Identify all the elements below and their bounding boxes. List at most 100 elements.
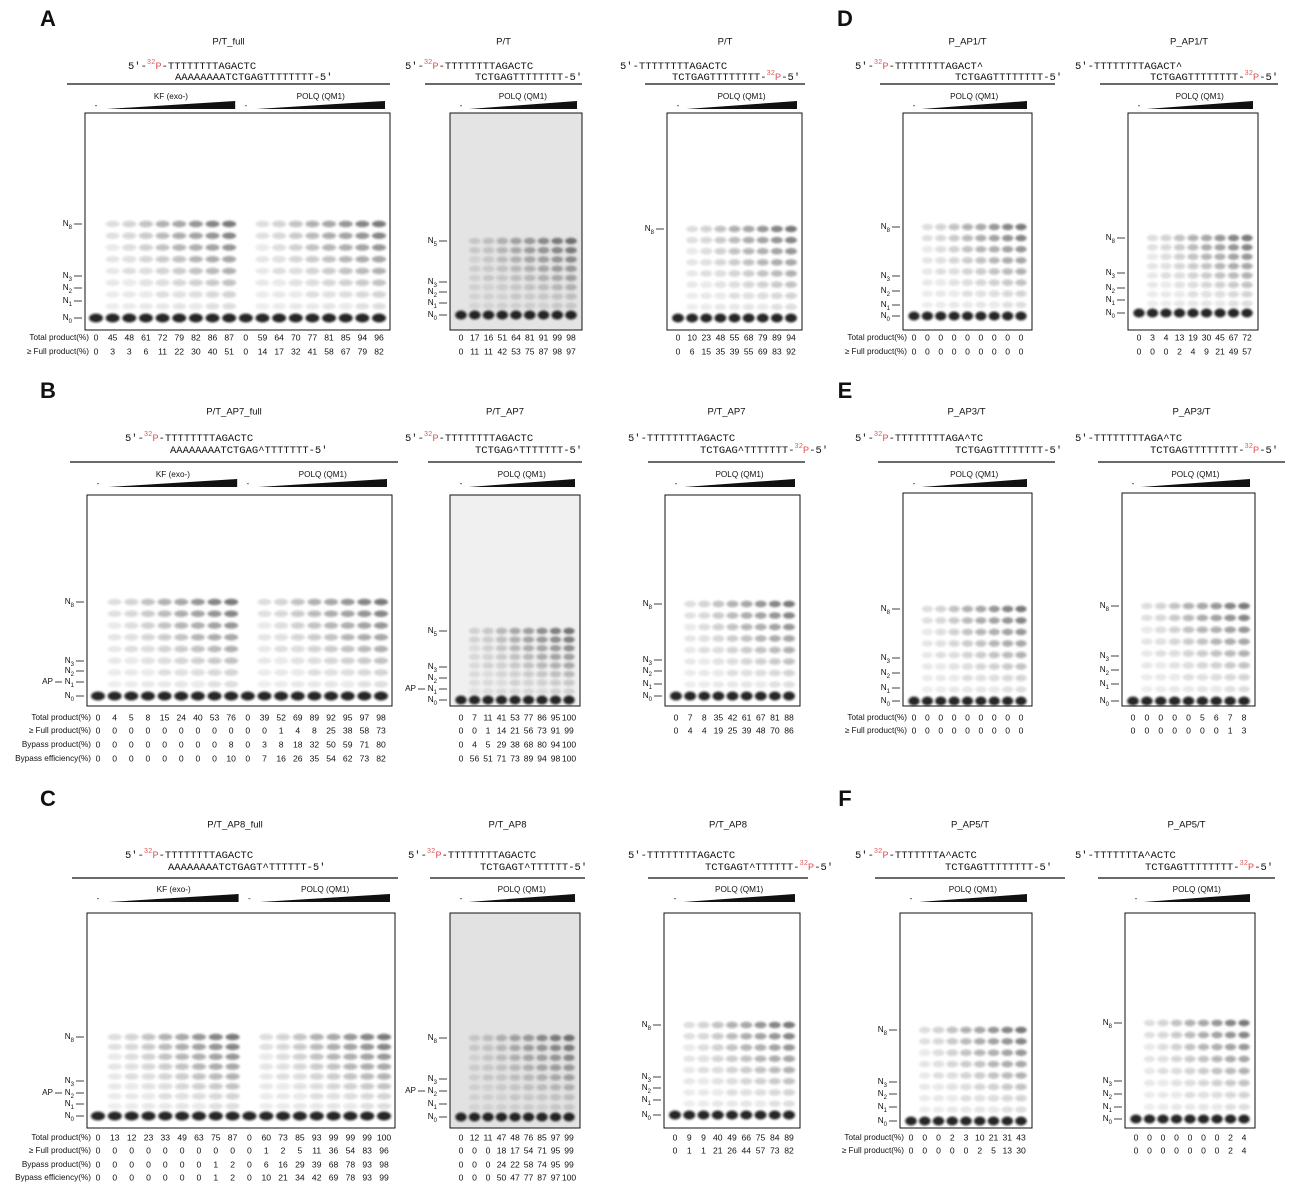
row-label: Total product(%) [847, 333, 907, 342]
gel-band [257, 692, 271, 701]
gel-band [222, 303, 236, 309]
gel-band [343, 1103, 357, 1109]
gel-panel: P_AP1/T5′-32P-TTTTTTTTAGACT^TCTGAGTTTTTT… [845, 37, 1062, 357]
gel-band [189, 314, 203, 323]
row-value: 30 [1016, 1145, 1026, 1155]
gel-band [536, 654, 547, 660]
gel-band [158, 1103, 172, 1109]
gel-band [700, 314, 712, 323]
row-value: 6 [1214, 712, 1219, 722]
gel-band [1238, 1032, 1249, 1038]
gel-band [357, 599, 371, 605]
gel-band [509, 654, 520, 660]
gel-band [933, 1084, 945, 1090]
row-value: 0 [472, 1159, 477, 1169]
wedge [683, 894, 795, 902]
gel-band [482, 628, 493, 634]
gel-band [483, 303, 495, 309]
row-value: 11 [484, 712, 493, 722]
marker-label: N2 [428, 673, 438, 684]
gel-band [1214, 254, 1225, 260]
gel-band [1155, 603, 1167, 609]
gel-band [729, 270, 741, 276]
gel-band [989, 697, 1000, 706]
gel-band [1160, 309, 1171, 318]
gel-band [469, 238, 481, 244]
gel-band [483, 256, 495, 262]
gel-band [324, 611, 338, 617]
marker-label: N1 [881, 300, 891, 311]
gel-band [175, 1073, 189, 1079]
gel-band [1157, 1056, 1168, 1062]
gel-band [374, 611, 388, 617]
row-value: 77 [308, 332, 318, 342]
gel-band [1238, 1020, 1249, 1026]
gel-band [1015, 1061, 1027, 1067]
row-value: 2 [1228, 1145, 1233, 1155]
gel-band [1001, 1106, 1013, 1112]
gel-band [684, 658, 696, 664]
row-value: 98 [552, 346, 562, 356]
gel-band [208, 658, 222, 664]
gel-band [669, 1111, 681, 1120]
gel-band [783, 658, 795, 664]
figure: AP/T_full5′-32P-TTTTTTTTAGACTCAAAAAAAATC… [0, 0, 1303, 1184]
gel-band [698, 681, 710, 687]
gel-band [469, 1074, 480, 1080]
row-value: 98 [551, 753, 561, 763]
gel-band [124, 669, 138, 675]
gel-band [1157, 1044, 1168, 1050]
gel-band [1224, 686, 1236, 692]
marker-label: N0 [428, 310, 438, 321]
gel-band [563, 1084, 574, 1090]
gel-band [496, 696, 507, 705]
gel-band [291, 681, 305, 687]
gel-band [988, 1095, 1000, 1101]
panel-letter: B [40, 378, 56, 403]
gel-band [509, 671, 520, 677]
gel-band [191, 692, 205, 701]
gel-band [743, 314, 755, 323]
gel-band [1169, 627, 1181, 633]
sequence-part: -TTTTTTTTAGA^TC [889, 433, 984, 445]
marker-label: N1 [428, 298, 438, 309]
row-label: Total product(%) [31, 713, 91, 722]
gel-band [935, 617, 946, 623]
sequence: 5′-32P-TTTTTTTTAGACT^ [855, 59, 983, 73]
gel-band [783, 647, 795, 653]
gel-band [305, 268, 319, 274]
gel-band [1210, 686, 1222, 692]
row-value: 21 [989, 1132, 999, 1142]
gel-band [1198, 1080, 1209, 1086]
gel-band [158, 1054, 172, 1060]
gel-band [550, 688, 561, 694]
gel-band [755, 624, 767, 630]
gel-band [523, 645, 534, 651]
gel-band [975, 257, 986, 263]
marker-sub: 2 [434, 1092, 438, 1098]
gel-band [91, 692, 105, 701]
gel-band [712, 612, 724, 618]
gel-band [259, 1103, 273, 1109]
gel-band [975, 312, 986, 321]
sequence: 5′-32P-TTTTTTTTAGACTC [405, 59, 533, 73]
gel-band [769, 647, 781, 653]
gel-band [108, 1093, 122, 1099]
row-value: 73 [510, 753, 520, 763]
gel-band [935, 640, 946, 646]
row-value: 9 [701, 1132, 706, 1142]
gel-band [226, 1083, 240, 1089]
gel-band [172, 256, 186, 262]
gel-band [1160, 235, 1171, 241]
gel-band [125, 1083, 139, 1089]
gel-band [125, 1073, 139, 1079]
gel-band [209, 1034, 223, 1040]
row-value: 0 [912, 712, 917, 722]
panel-letter: A [40, 6, 56, 31]
gel-band [550, 671, 561, 677]
gel-band [684, 692, 696, 701]
gel-band [922, 224, 933, 230]
row-value: 89 [784, 1132, 794, 1142]
row-value: 32 [291, 346, 301, 356]
gel-band [360, 1083, 374, 1089]
